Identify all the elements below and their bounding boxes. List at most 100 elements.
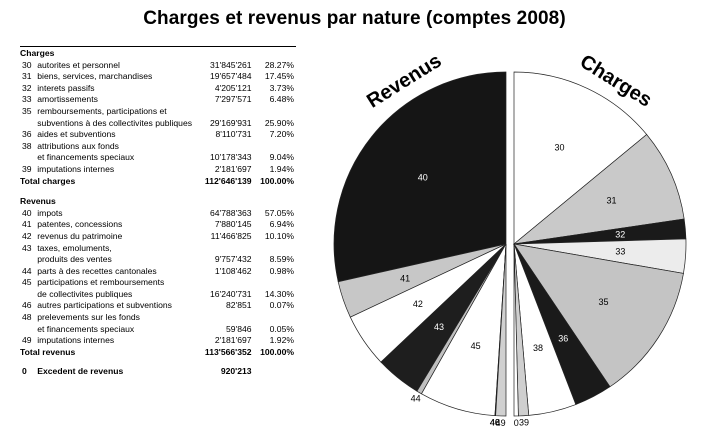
row-amount bbox=[192, 312, 252, 324]
row-percent: 0.07% bbox=[269, 300, 294, 311]
excedent-label: Excedent de revenus bbox=[37, 366, 124, 377]
slice-label-44: 44 bbox=[411, 394, 421, 404]
table-row: 42 revenus du patrimoine 11'466'825 10.10% bbox=[20, 231, 296, 243]
row-code: 39 bbox=[22, 163, 32, 174]
row-amount: 59'846 bbox=[226, 323, 252, 334]
table-spacer bbox=[20, 358, 296, 366]
row-amount: 10'178'343 bbox=[210, 152, 252, 163]
table-row: 33 amortissements 7'297'571 6.48% bbox=[20, 94, 296, 106]
row-label: remboursements, participations et bbox=[37, 105, 167, 116]
row-amount: 2'181'697 bbox=[214, 335, 252, 346]
slice-label-43: 43 bbox=[434, 322, 444, 332]
row-percent: 28.27% bbox=[264, 59, 294, 70]
row-label: subventions à des collectivites publique… bbox=[37, 117, 193, 128]
row-label: et financements speciaux bbox=[37, 323, 135, 334]
total-label: Total revenus bbox=[20, 346, 76, 357]
row-label: imputations internes bbox=[37, 335, 115, 346]
table-row: 45 participations et remboursements bbox=[20, 277, 296, 289]
table-row: 44 parts à des recettes cantonales 1'108'4… bbox=[20, 266, 296, 278]
row-code: 42 bbox=[22, 230, 32, 241]
row-percent: 8.59% bbox=[269, 254, 294, 265]
row-amount: 7'297'571 bbox=[214, 94, 252, 105]
table-total-row: Total revenus 113'566'352 100.00% bbox=[20, 347, 296, 359]
row-amount bbox=[192, 243, 252, 255]
pie-slice-40 bbox=[333, 71, 507, 283]
row-amount: 82'851 bbox=[226, 300, 252, 311]
table-row: 36 aides et subventions 8'110'731 7.20% bbox=[20, 129, 296, 141]
row-amount: 31'845'261 bbox=[210, 59, 252, 70]
row-amount: 8'110'731 bbox=[215, 129, 252, 140]
row-label: parts à des recettes cantonales bbox=[37, 265, 157, 276]
row-amount: 29'169'931 bbox=[210, 117, 252, 128]
table-spacer bbox=[20, 187, 296, 195]
slice-label-48: 48 bbox=[490, 418, 500, 428]
row-amount: 4'205'121 bbox=[214, 82, 252, 93]
row-percent: 6.48% bbox=[269, 94, 294, 105]
table-row: 40 impots 64'788'363 57.05% bbox=[20, 208, 296, 220]
row-label: produits des ventes bbox=[37, 254, 112, 265]
row-amount: 9'757'432 bbox=[214, 254, 252, 265]
row-label: prelevements sur les fonds bbox=[37, 312, 140, 323]
table-section-heading: Charges bbox=[20, 47, 296, 60]
table-row: 35 remboursements, participations et bbox=[20, 106, 296, 118]
row-code: 44 bbox=[22, 265, 32, 276]
excedent-amount: 920'213 bbox=[220, 366, 252, 377]
slice-label-30: 30 bbox=[554, 143, 564, 153]
table-row: 39 imputations internes 2'181'697 1.94% bbox=[20, 164, 296, 176]
row-label: taxes, emoluments, bbox=[37, 242, 112, 253]
row-label: et financements speciaux bbox=[37, 152, 135, 163]
row-amount bbox=[192, 141, 252, 153]
table-row: subventions à des collectivites publique… bbox=[20, 118, 296, 130]
row-code: 32 bbox=[22, 82, 32, 93]
slice-label-41: 41 bbox=[400, 274, 410, 284]
row-label: de collectivites publiques bbox=[37, 288, 133, 299]
row-percent bbox=[252, 106, 296, 118]
slice-label-39: 39 bbox=[519, 418, 529, 428]
slice-label-32: 32 bbox=[615, 230, 625, 240]
row-code bbox=[20, 324, 37, 336]
row-code bbox=[20, 289, 37, 301]
row-amount bbox=[192, 277, 252, 289]
slice-label-0: 0 bbox=[514, 418, 519, 428]
row-label: interets passifs bbox=[37, 82, 95, 93]
pie-slice-31 bbox=[512, 134, 685, 245]
slice-label-42: 42 bbox=[413, 299, 423, 309]
accounts-table-grid: Charges 30 autorites et personnel 31'845'26… bbox=[20, 47, 296, 378]
row-code: 36 bbox=[22, 129, 32, 140]
total-label: Total charges bbox=[20, 175, 76, 186]
table-total-row: Total charges 112'646'139 100.00% bbox=[20, 176, 296, 188]
section-heading: Charges bbox=[20, 48, 55, 58]
row-code bbox=[20, 152, 37, 164]
row-code: 30 bbox=[22, 59, 32, 70]
row-code: 38 bbox=[22, 140, 32, 151]
total-percent: 100.00% bbox=[260, 346, 294, 357]
slice-label-38: 38 bbox=[533, 343, 543, 353]
row-code: 41 bbox=[22, 219, 32, 230]
page-title: Charges et revenus par nature (comptes 2… bbox=[143, 8, 566, 29]
row-percent: 0.98% bbox=[269, 265, 294, 276]
row-code: 40 bbox=[22, 207, 32, 218]
split-pie-chart: 404142434445464849Revenus303132333536383… bbox=[333, 50, 687, 428]
accounts-table: Charges 30 autorites et personnel 31'845'26… bbox=[20, 46, 296, 427]
row-percent: 0.05% bbox=[269, 323, 294, 334]
row-label: biens, services, marchandises bbox=[37, 71, 153, 82]
table-row: 41 patentes, concessions 7'880'145 6.94% bbox=[20, 219, 296, 231]
row-code: 35 bbox=[22, 105, 32, 116]
slice-label-31: 31 bbox=[606, 196, 616, 206]
row-label: autorites et personnel bbox=[37, 59, 120, 70]
row-code: 43 bbox=[22, 242, 32, 253]
pie-slice-0 bbox=[513, 243, 519, 417]
slice-label-40: 40 bbox=[418, 172, 428, 182]
row-percent: 1.92% bbox=[269, 335, 294, 346]
row-percent: 1.94% bbox=[269, 163, 294, 174]
slice-label-46: 46 bbox=[490, 418, 500, 428]
table-excedent-row: 0 Excedent de revenus 920'213 bbox=[20, 366, 296, 378]
row-amount: 64'788'363 bbox=[210, 207, 252, 218]
table-row: 31 biens, services, marchandises 19'657'48… bbox=[20, 71, 296, 83]
row-percent: 14.30% bbox=[264, 288, 294, 299]
row-code bbox=[20, 254, 37, 266]
row-code: 49 bbox=[22, 335, 32, 346]
row-amount: 16'240'731 bbox=[210, 288, 252, 299]
row-amount: 2'181'697 bbox=[214, 163, 252, 174]
